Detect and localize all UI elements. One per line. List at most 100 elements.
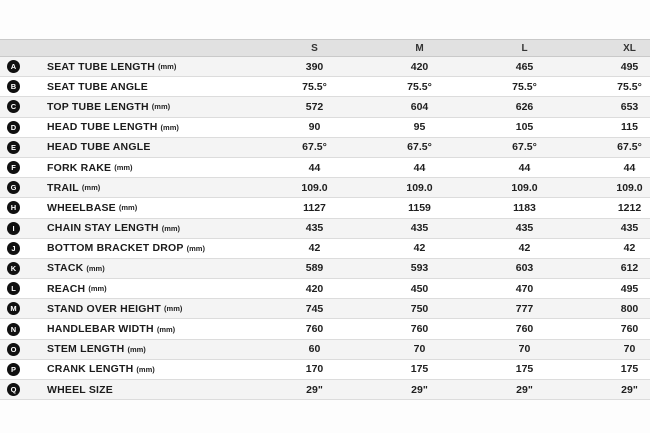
- row-label-cell: J BOTTOM BRACKET DROP (mm): [0, 241, 262, 255]
- spec-value-s: 75.5°: [302, 80, 327, 93]
- spec-value-xl: 435: [620, 222, 639, 235]
- spec-value-xl: 29": [621, 383, 638, 396]
- spec-label: REACH: [47, 282, 86, 295]
- table-rows-container: A SEAT TUBE LENGTH (mm) 390 420 465 495 …: [0, 57, 650, 401]
- spec-value-xl: 800: [620, 302, 639, 315]
- letter-badge-icon: J: [7, 241, 20, 255]
- row-label-cell: O STEM LENGTH (mm): [0, 342, 262, 356]
- spec-label: HEAD TUBE LENGTH: [47, 121, 158, 134]
- spec-unit: (mm): [86, 263, 105, 273]
- spec-label: TOP TUBE LENGTH: [47, 100, 149, 113]
- letter-badge-icon: L: [7, 282, 20, 296]
- spec-value-xl: 42: [623, 242, 636, 255]
- table-row: B SEAT TUBE ANGLE 75.5° 75.5° 75.5° 75.5…: [0, 77, 650, 98]
- row-label-cell: K STACK (mm): [0, 261, 262, 275]
- spec-value-m: 450: [410, 282, 429, 295]
- spec-value-l: 44: [518, 161, 531, 174]
- spec-unit: (mm): [156, 324, 176, 334]
- letter-badge-icon: P: [7, 362, 20, 376]
- spec-value-m: 175: [410, 363, 429, 376]
- spec-value-m: 1159: [408, 201, 431, 214]
- row-label-cell: A SEAT TUBE LENGTH (mm): [0, 60, 262, 74]
- spec-value-xl: 115: [621, 121, 638, 134]
- spec-value-m: 95: [413, 121, 426, 134]
- table-row: N HANDLEBAR WIDTH (mm) 760 760 760 760: [0, 319, 650, 340]
- spec-value-m: 604: [410, 100, 429, 113]
- row-label-cell: L REACH (mm): [0, 282, 262, 296]
- spec-value-s: 420: [305, 282, 324, 295]
- spec-label: WHEEL SIZE: [47, 383, 113, 396]
- geometry-table: S M L XL A SEAT TUBE LENGTH (mm) 390 420…: [0, 39, 650, 401]
- letter-badge-icon: C: [7, 100, 20, 114]
- spec-label: HEAD TUBE ANGLE: [47, 141, 151, 154]
- spec-value-l: 470: [515, 282, 534, 295]
- row-label-cell: N HANDLEBAR WIDTH (mm): [0, 322, 262, 336]
- spec-unit: (mm): [114, 163, 133, 173]
- spec-value-s: 435: [305, 222, 324, 235]
- spec-value-m: 44: [413, 161, 426, 174]
- spec-value-xl: 495: [620, 282, 639, 295]
- table-row: D HEAD TUBE LENGTH (mm) 90 95 105 115: [0, 117, 650, 138]
- spec-label: CHAIN STAY LENGTH: [47, 222, 159, 235]
- spec-value-m: 750: [410, 302, 429, 315]
- table-row: G TRAIL (mm) 109.0 109.0 109.0 109.0: [0, 178, 650, 199]
- spec-value-l: 67.5°: [512, 141, 537, 154]
- spec-unit: (mm): [136, 364, 155, 374]
- table-row: K STACK (mm) 589 593 603 612: [0, 258, 650, 280]
- spec-value-m: 70: [413, 343, 426, 356]
- spec-value-m: 67.5°: [407, 141, 432, 154]
- row-label-cell: P CRANK LENGTH (mm): [0, 362, 262, 376]
- spec-value-l: 109.0: [511, 181, 538, 194]
- spec-value-s: 572: [305, 100, 324, 113]
- spec-value-xl: 70: [623, 343, 636, 356]
- letter-badge-icon: O: [7, 342, 20, 356]
- spec-value-s: 390: [305, 60, 324, 73]
- spec-value-xl: 109.0: [616, 181, 643, 194]
- letter-badge-icon: D: [7, 120, 20, 134]
- size-header-l: L: [521, 42, 528, 54]
- spec-value-s: 109.0: [301, 181, 328, 194]
- geometry-table-wrapper: S M L XL A SEAT TUBE LENGTH (mm) 390 420…: [0, 39, 650, 401]
- spec-value-xl: 760: [620, 323, 639, 336]
- table-row: I CHAIN STAY LENGTH (mm) 435 435 435 435: [0, 218, 650, 239]
- spec-value-xl: 175: [620, 363, 639, 376]
- table-row: H WHEELBASE (mm) 1127 1159 1183 1212: [0, 198, 650, 219]
- spec-value-m: 75.5°: [407, 80, 432, 93]
- spec-label: TRAIL: [47, 181, 79, 194]
- spec-value-l: 42: [518, 242, 531, 255]
- letter-badge-icon: F: [7, 161, 20, 175]
- row-label-cell: C TOP TUBE LENGTH (mm): [0, 100, 262, 114]
- spec-value-l: 760: [515, 323, 534, 336]
- spec-value-s: 170: [305, 363, 324, 376]
- spec-value-s: 67.5°: [302, 141, 327, 154]
- spec-value-l: 105: [515, 121, 534, 134]
- spec-unit: (mm): [164, 304, 183, 314]
- row-label-cell: I CHAIN STAY LENGTH (mm): [0, 221, 262, 235]
- spec-value-l: 70: [518, 343, 531, 356]
- table-row: F FORK RAKE (mm) 44 44 44 44: [0, 157, 650, 179]
- spec-value-xl: 44: [623, 161, 636, 174]
- spec-value-s: 589: [305, 262, 324, 275]
- letter-badge-icon: B: [7, 80, 20, 94]
- spec-value-s: 760: [305, 323, 324, 336]
- spec-label: BOTTOM BRACKET DROP: [47, 242, 184, 255]
- spec-unit: (mm): [81, 183, 101, 193]
- table-row: M STAND OVER HEIGHT (mm) 745 750 777 800: [0, 299, 650, 320]
- table-row: A SEAT TUBE LENGTH (mm) 390 420 465 495: [0, 57, 650, 78]
- spec-unit: (mm): [127, 344, 146, 354]
- spec-label: SEAT TUBE ANGLE: [47, 80, 149, 93]
- size-header-m: M: [415, 42, 424, 54]
- table-row: P CRANK LENGTH (mm) 170 175 175 175: [0, 359, 650, 380]
- spec-value-l: 626: [515, 100, 534, 113]
- row-label-cell: B SEAT TUBE ANGLE: [0, 80, 262, 94]
- spec-label: SEAT TUBE LENGTH: [47, 60, 156, 73]
- spec-value-m: 29": [411, 383, 428, 396]
- letter-badge-icon: K: [7, 261, 20, 275]
- spec-label: STACK: [47, 262, 84, 275]
- spec-value-s: 745: [305, 302, 324, 315]
- spec-value-m: 593: [410, 262, 429, 275]
- table-row: E HEAD TUBE ANGLE 67.5° 67.5° 67.5° 67.5…: [0, 137, 650, 158]
- spec-value-m: 420: [410, 60, 429, 73]
- letter-badge-icon: M: [7, 302, 20, 316]
- spec-value-l: 1183: [513, 201, 536, 214]
